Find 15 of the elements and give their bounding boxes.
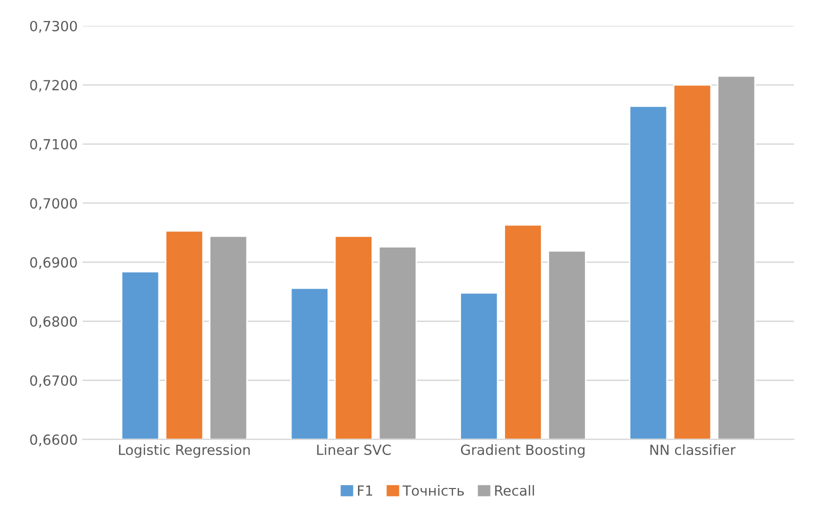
x-tick-label: Linear SVC [317,444,391,456]
y-tick-label: 0,6700 [30,375,77,388]
y-tick-label: 0,6600 [30,434,77,446]
y-tick-label: 0,7300 [30,20,77,33]
y-tick-label: 0,7100 [30,138,77,151]
y-tick-label: 0,7000 [30,198,77,210]
legend-label: Recall [495,485,534,496]
x-tick-label: NN classifier [650,444,736,456]
y-tick-label: 0,6900 [30,257,77,270]
x-tick-label: Logistic Regression [119,444,250,458]
x-tick-label: Gradient Boosting [460,444,584,458]
y-tick-label: 0,7200 [30,80,77,92]
y-tick-label: 0,6800 [30,316,77,328]
legend-label: Точність [402,485,464,496]
legend-label: F1 [358,485,372,496]
